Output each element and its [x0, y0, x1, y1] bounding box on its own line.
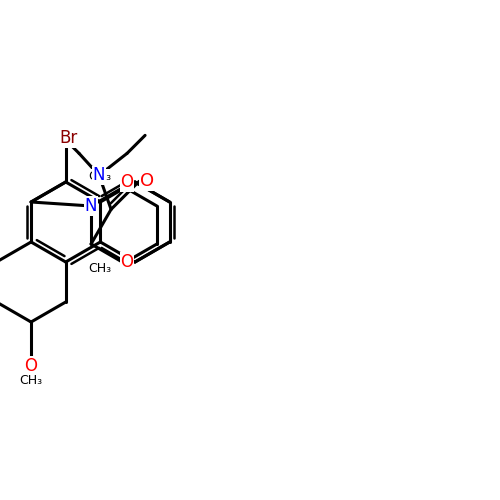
- Text: N: N: [85, 197, 98, 215]
- Text: O: O: [24, 357, 38, 375]
- Text: O: O: [120, 253, 134, 271]
- Text: O: O: [140, 172, 154, 190]
- Text: CH₃: CH₃: [20, 374, 42, 386]
- Text: O: O: [120, 173, 134, 191]
- Text: CH₃: CH₃: [88, 170, 111, 182]
- Text: Br: Br: [60, 129, 78, 147]
- Text: N: N: [93, 166, 106, 184]
- Text: CH₃: CH₃: [88, 262, 111, 274]
